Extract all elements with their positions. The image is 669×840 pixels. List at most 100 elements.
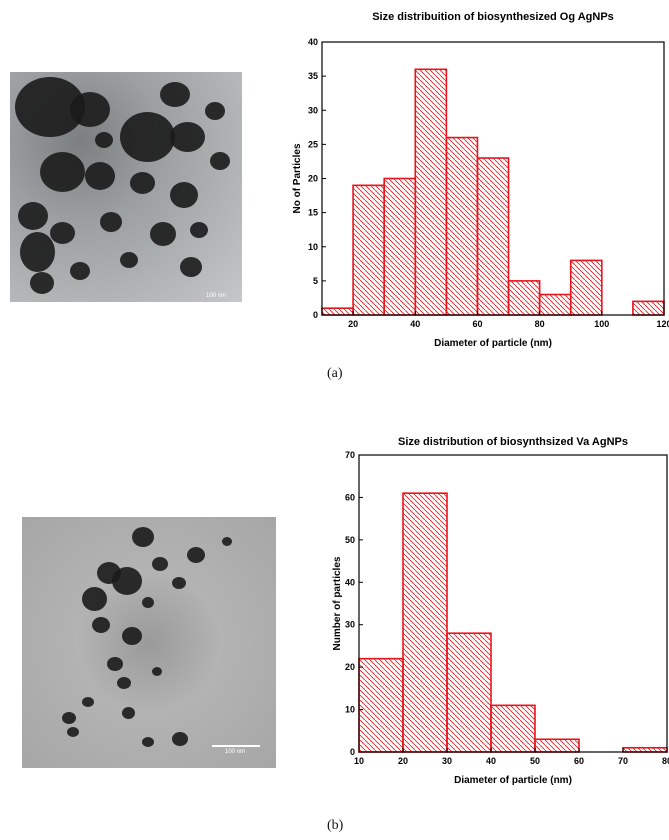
nanoparticle xyxy=(152,557,168,571)
x-tick-label: 20 xyxy=(348,319,358,329)
y-tick-label: 40 xyxy=(345,577,355,587)
y-tick-label: 10 xyxy=(345,705,355,715)
histogram-bar xyxy=(321,307,354,316)
nanoparticle xyxy=(92,617,110,633)
nanoparticle xyxy=(100,212,122,232)
scale-bar-label: 100 nm xyxy=(206,293,227,299)
nanoparticle xyxy=(40,152,85,192)
plot-frame xyxy=(358,454,668,753)
nanoparticle xyxy=(170,182,198,208)
x-tick-label: 40 xyxy=(486,756,496,766)
nanoparticle xyxy=(170,122,205,152)
histogram-bar xyxy=(445,136,479,316)
histogram-bar xyxy=(476,157,510,316)
nanoparticle xyxy=(152,667,162,676)
x-axis-label: Diameter of particle (nm) xyxy=(454,775,572,786)
nanoparticle xyxy=(190,222,208,238)
x-tick-label: 120 xyxy=(656,319,669,329)
histogram-va-agnps: Size distribution of biosynthsized Va Ag… xyxy=(332,436,669,786)
histogram-bar xyxy=(383,177,417,316)
y-tick-label: 0 xyxy=(350,747,355,757)
scale-bar xyxy=(212,745,260,747)
nanoparticle xyxy=(205,102,225,120)
nanoparticle xyxy=(120,252,138,268)
x-axis-label: Diameter of particle (nm) xyxy=(434,338,552,349)
x-tick-label: 40 xyxy=(410,319,420,329)
nanoparticle xyxy=(50,222,75,244)
y-tick-label: 30 xyxy=(345,620,355,630)
nanoparticle xyxy=(142,597,154,608)
nanoparticle xyxy=(67,727,79,737)
y-tick-label: 70 xyxy=(345,450,355,460)
nanoparticle xyxy=(160,82,190,107)
nanoparticle xyxy=(70,262,90,280)
nanoparticle xyxy=(222,537,232,546)
x-tick-label: 10 xyxy=(354,756,364,766)
histogram-bar xyxy=(507,280,541,316)
nanoparticle xyxy=(20,232,55,272)
nanoparticle xyxy=(85,162,115,190)
y-tick-label: 0 xyxy=(313,310,318,320)
histogram-bar xyxy=(414,68,448,316)
y-tick-label: 30 xyxy=(308,105,318,115)
x-tick-label: 50 xyxy=(530,756,540,766)
tem-micrograph-a: 100 nm xyxy=(10,72,242,302)
histogram-bar xyxy=(622,746,668,753)
y-tick-label: 60 xyxy=(345,492,355,502)
nanoparticle xyxy=(15,77,85,137)
y-tick-label: 50 xyxy=(345,535,355,545)
nanoparticle xyxy=(120,112,175,162)
nanoparticle xyxy=(142,737,154,747)
nanoparticle xyxy=(187,547,205,563)
nanoparticle xyxy=(95,132,113,148)
subfigure-label-a: (a) xyxy=(327,366,343,381)
y-tick-label: 20 xyxy=(345,662,355,672)
histogram-bar xyxy=(352,184,385,316)
x-tick-label: 60 xyxy=(472,319,482,329)
nanoparticle xyxy=(172,732,188,746)
x-tick-label: 80 xyxy=(662,756,669,766)
chart-title: Size distribution of biosynthsized Va Ag… xyxy=(398,436,628,448)
x-tick-label: 100 xyxy=(594,319,609,329)
histogram-bar xyxy=(534,738,580,753)
y-tick-label: 35 xyxy=(308,71,318,81)
nanoparticle xyxy=(180,257,202,277)
subfigure-label-b: (b) xyxy=(327,818,344,833)
nanoparticle xyxy=(18,202,48,230)
y-tick-label: 40 xyxy=(308,37,318,47)
nanoparticle xyxy=(30,272,54,294)
nanoparticle xyxy=(122,707,135,719)
nanoparticle xyxy=(130,172,155,194)
histogram-bar xyxy=(490,704,536,753)
nanoparticle xyxy=(210,152,230,170)
nanoparticle xyxy=(150,222,176,246)
histogram-bar xyxy=(446,632,492,753)
y-axis-label: No of Particles xyxy=(292,143,303,213)
nanoparticle xyxy=(172,577,186,589)
x-tick-label: 20 xyxy=(398,756,408,766)
nanoparticle xyxy=(122,627,142,645)
histogram-og-agnps: Size distribuition of biosynthesized Og … xyxy=(292,11,669,349)
y-tick-label: 25 xyxy=(308,139,318,149)
y-tick-label: 15 xyxy=(308,208,318,218)
x-tick-label: 70 xyxy=(618,756,628,766)
histogram-bar xyxy=(538,293,572,316)
histogram-bar xyxy=(358,657,404,753)
y-tick-label: 10 xyxy=(308,242,318,252)
y-tick-label: 5 xyxy=(313,276,318,286)
nanoparticle xyxy=(62,712,76,724)
x-tick-label: 30 xyxy=(442,756,452,766)
nanoparticle xyxy=(97,562,121,584)
x-tick-label: 60 xyxy=(574,756,584,766)
nanoparticle xyxy=(82,697,94,707)
histogram-bar xyxy=(632,300,665,316)
histogram-bar xyxy=(402,492,448,753)
y-axis-label: Number of particles xyxy=(332,556,343,650)
chart-title: Size distribuition of biosynthesized Og … xyxy=(372,11,614,23)
histogram-bar xyxy=(569,259,603,316)
scale-bar-label: 100 nm xyxy=(225,749,246,755)
nanoparticle xyxy=(107,657,123,671)
y-tick-label: 20 xyxy=(308,174,318,184)
tem-micrograph-b: 100 nm xyxy=(22,517,276,768)
nanoparticle xyxy=(132,527,154,547)
